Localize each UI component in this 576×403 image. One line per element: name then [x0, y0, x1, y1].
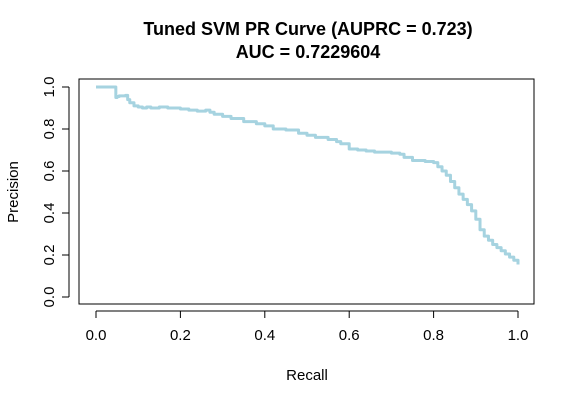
x-tick-label: 0.6 — [339, 327, 360, 344]
x-tick-label: 0.4 — [254, 327, 275, 344]
chart-subtitle: AUC = 0.7229604 — [236, 42, 381, 62]
x-tick-label: 0.2 — [170, 327, 191, 344]
x-tick-label: 1.0 — [508, 327, 529, 344]
x-tick-label: 0.8 — [423, 327, 444, 344]
y-tick-label: 1.0 — [41, 77, 58, 98]
y-tick-label: 0.4 — [41, 203, 58, 224]
chart-title: Tuned SVM PR Curve (AUPRC = 0.723) — [143, 19, 472, 39]
series-layer — [96, 85, 520, 265]
y-tick-label: 0.2 — [41, 245, 58, 266]
y-axis: 0.0 0.2 0.4 0.6 0.8 1.0 — [41, 77, 70, 308]
x-axis-label: Recall — [286, 367, 328, 384]
x-tick-label: 0.0 — [86, 327, 107, 344]
y-tick-label: 0.6 — [41, 161, 58, 182]
y-axis-label: Precision — [5, 161, 22, 223]
x-axis: 0.0 0.2 0.4 0.6 0.8 1.0 — [86, 310, 529, 344]
plot-frame — [78, 78, 535, 305]
y-tick-label: 0.8 — [41, 119, 58, 140]
pr-curve-line — [96, 85, 520, 265]
y-tick-label: 0.0 — [41, 287, 58, 308]
